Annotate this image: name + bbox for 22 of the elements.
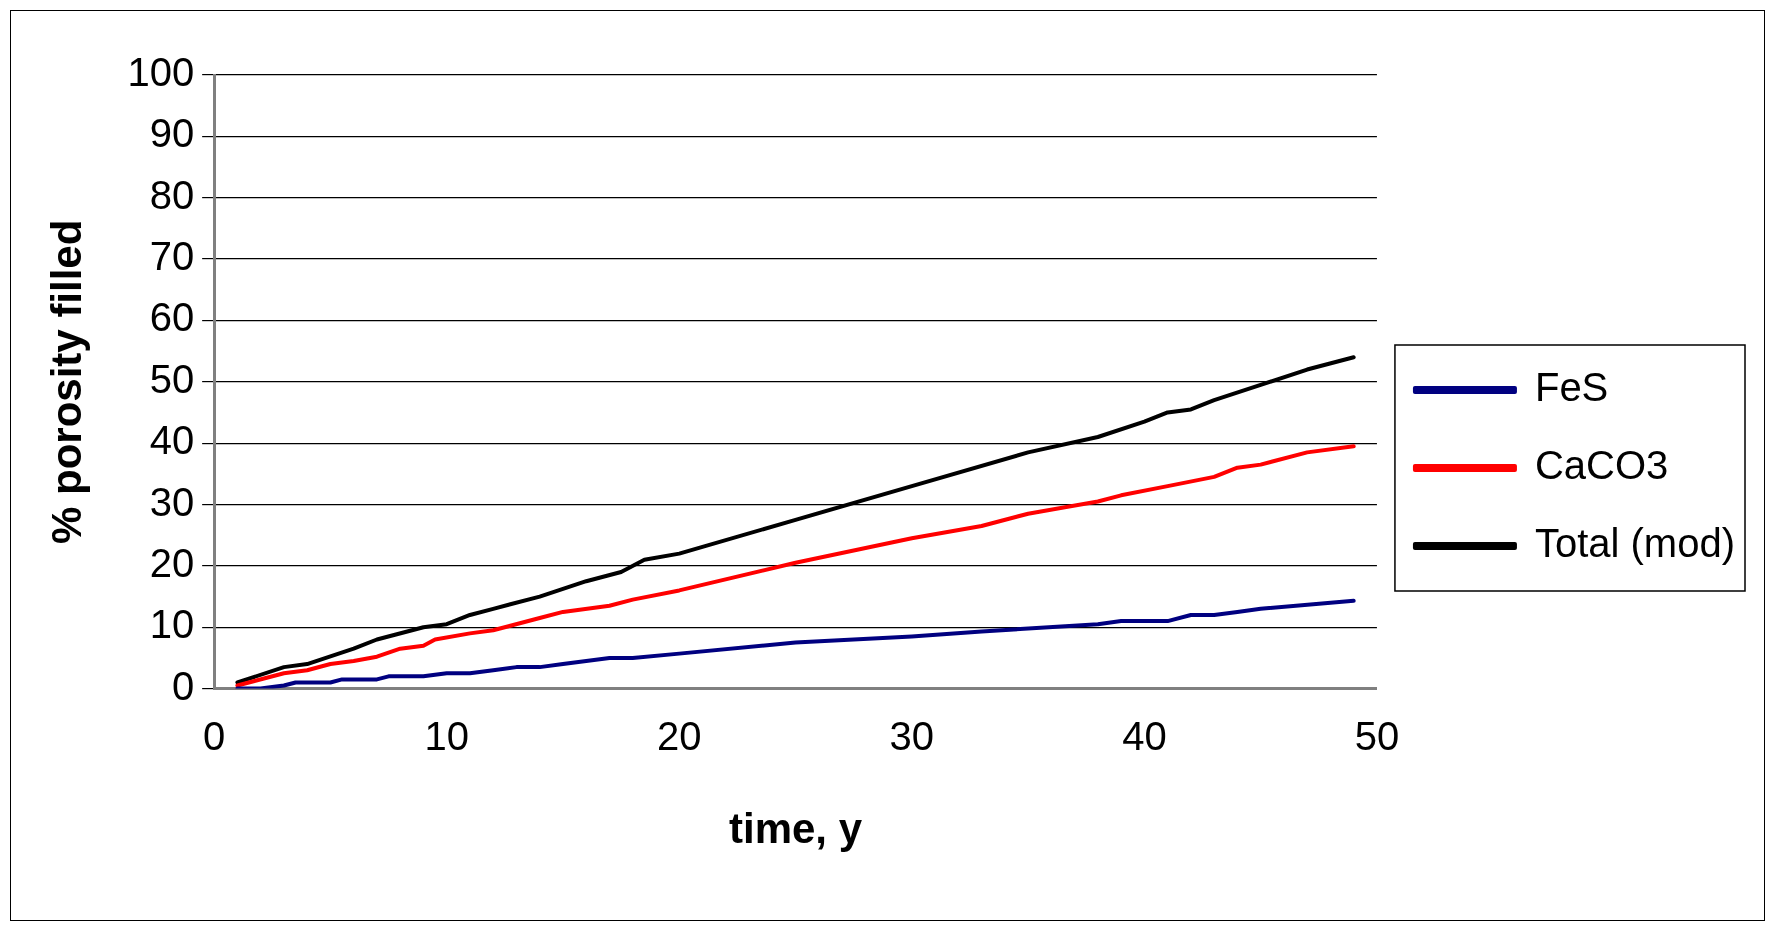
x-tick-label: 30 [889, 713, 935, 758]
y-tick-label: 10 [149, 602, 195, 647]
legend-label: CaCO3 [1534, 443, 1669, 488]
y-tick-label: 80 [149, 172, 195, 217]
y-tick-label: 30 [149, 479, 195, 524]
y-tick-label: 0 [171, 663, 195, 708]
x-tick-label: 0 [203, 713, 226, 758]
y-tick-label: 70 [149, 234, 195, 279]
y-tick-label: 100 [127, 50, 195, 95]
y-tick-label: 20 [149, 540, 195, 585]
x-tick-label: 50 [1354, 713, 1400, 758]
legend-label: FeS [1534, 365, 1609, 410]
y-tick-label: 50 [149, 356, 195, 401]
x-tick-label: 20 [657, 713, 702, 758]
y-tick-label: 40 [149, 418, 195, 463]
x-tick-label: 40 [1122, 713, 1167, 758]
x-axis-title: time, y [729, 805, 863, 853]
y-tick-label: 90 [149, 111, 195, 156]
y-axis-title: % porosity filled [42, 219, 90, 544]
legend-label: Total (mod) [1534, 521, 1735, 566]
y-tick-label: 60 [149, 295, 195, 340]
x-tick-label: 10 [424, 713, 469, 758]
